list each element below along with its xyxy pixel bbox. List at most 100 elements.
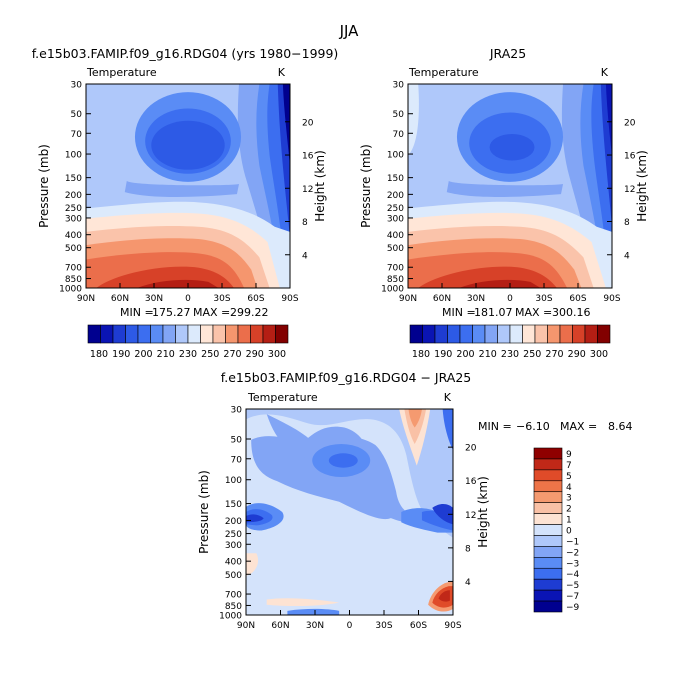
field-band-neg-2 (251, 436, 428, 523)
panel-reanalysis-subtitle-left: Temperature (408, 66, 479, 79)
colorbar-label: −4 (566, 570, 580, 580)
panel-model-colorbar: 180 190 200 210 230 250 270 290 300 (87, 324, 289, 360)
page-title: JJA (339, 22, 360, 40)
colorbar-swatch (533, 578, 563, 591)
panel-difference-y-axis-right: 20 16 12 8 4 (448, 444, 477, 588)
field-blob-pos-3 (408, 409, 422, 428)
y-right-tick-label: 8 (465, 544, 471, 554)
panel-difference: f.e15b03.FAMIP.f09_g16.RDG04 − JRA25 Tem… (197, 370, 633, 631)
panel-model-subtitle-left: Temperature (86, 66, 157, 79)
colorbar-label: 210 (479, 349, 497, 360)
panel-model-field (86, 84, 290, 288)
field-blob-neg-4 (328, 453, 358, 468)
y-right-tick-label: 16 (302, 152, 314, 162)
colorbar-swatch (533, 491, 563, 503)
y-right-tick-label: 4 (624, 251, 630, 261)
colorbar-swatch (533, 546, 563, 558)
panel-model-title: f.e15b03.FAMIP.f09_g16.RDG04 (yrs 1980−1… (32, 46, 339, 61)
panel-reanalysis-colorbar: 180 190 200 210 230 250 270 290 300 (409, 324, 611, 360)
y-tick-label: 250 (387, 204, 404, 214)
field-blob-surface-pos (266, 598, 340, 607)
y-tick-label: 50 (71, 110, 83, 120)
y-tick-label: 400 (65, 231, 82, 241)
panel-model-min-label: MIN = (120, 306, 154, 319)
y-tick-label: 100 (387, 151, 404, 161)
colorbar-swatch (262, 324, 276, 344)
colorbar-label: 4 (566, 483, 572, 493)
panel-difference-max: 8.64 (608, 420, 633, 433)
field-blob-antarctic-pos-3 (438, 590, 450, 602)
panel-model-y-axis-right: 20 16 12 8 4 (285, 118, 314, 261)
colorbar-label: 250 (523, 349, 541, 360)
colorbar-label: 9 (566, 450, 572, 460)
y-tick-label: 850 (65, 275, 82, 285)
colorbar-swatch (250, 324, 264, 344)
y-tick-label: 70 (71, 130, 83, 140)
panel-reanalysis-title: JRA25 (489, 46, 526, 61)
y-tick-label: 500 (387, 244, 404, 254)
y-right-tick-label: 20 (302, 118, 314, 128)
y-tick-label: 400 (387, 231, 404, 241)
colorbar-label: 200 (456, 349, 474, 360)
colorbar-swatch (150, 324, 164, 344)
colorbar-label: 0 (566, 527, 572, 537)
y-tick-label: 1000 (59, 285, 82, 295)
colorbar-swatch (547, 324, 561, 344)
field-blob-pole-neg-5 (432, 503, 453, 525)
field-cold-core-3 (489, 133, 535, 161)
panel-reanalysis-y-axis-right: 20 16 12 8 4 (607, 118, 636, 261)
panel-model-max-label: MAX = (193, 306, 230, 319)
y-tick-label: 300 (387, 214, 404, 224)
field-band-6 (459, 279, 541, 288)
y-right-tick-label: 16 (624, 152, 636, 162)
field-band-nh-strat-warm (408, 84, 419, 156)
y-tick-label: 1000 (219, 612, 242, 622)
colorbar-label: 180 (90, 349, 108, 360)
panel-difference-ylabel: Pressure (mb) (197, 470, 211, 554)
x-tick-label: 60N (271, 621, 289, 631)
x-tick-label: 30S (213, 294, 230, 304)
y-tick-label: 70 (393, 130, 405, 140)
panel-difference-max-label: MAX = (560, 420, 597, 433)
panel-reanalysis-max-label: MAX = (515, 306, 552, 319)
x-tick-label: 30S (535, 294, 552, 304)
colorbar-swatch (559, 324, 573, 344)
x-tick-label: 90N (77, 294, 95, 304)
y-right-tick-label: 20 (465, 444, 477, 454)
colorbar-swatch (533, 480, 563, 493)
y-tick-label: 700 (387, 264, 404, 274)
field-cold-core-3 (151, 120, 225, 170)
y-tick-label: 150 (387, 174, 404, 184)
colorbar-swatch (533, 567, 563, 580)
y-tick-label: 300 (65, 214, 82, 224)
colorbar-label: 180 (412, 349, 430, 360)
colorbar-label: 300 (268, 349, 286, 360)
y-tick-label: 30 (393, 81, 405, 91)
y-right-tick-label: 12 (624, 185, 635, 195)
colorbar-label: 230 (179, 349, 197, 360)
y-tick-label: 400 (225, 558, 242, 568)
y-tick-label: 150 (65, 174, 82, 184)
panel-reanalysis-min-label: MIN = (442, 306, 476, 319)
panel-model-max: 299.22 (230, 306, 269, 319)
y-right-tick-label: 4 (465, 578, 471, 588)
colorbar-label: 190 (434, 349, 452, 360)
colorbar-swatch (533, 600, 563, 613)
colorbar-swatch (572, 324, 586, 344)
y-tick-label: 300 (225, 541, 242, 551)
y-tick-label: 250 (225, 530, 242, 540)
field-band-trop-edge (124, 180, 239, 198)
x-tick-label: 30N (145, 294, 163, 304)
y-tick-label: 1000 (381, 285, 404, 295)
x-tick-label: 90S (281, 294, 298, 304)
colorbar-label: 3 (566, 494, 572, 504)
colorbar-label: −1 (566, 537, 579, 547)
field-band-trop-edge (446, 180, 564, 198)
y-tick-label: 50 (231, 436, 243, 446)
panel-difference-title: f.e15b03.FAMIP.f09_g16.RDG04 − JRA25 (221, 370, 472, 385)
colorbar-swatch (522, 324, 536, 344)
y-tick-label: 850 (387, 275, 404, 285)
